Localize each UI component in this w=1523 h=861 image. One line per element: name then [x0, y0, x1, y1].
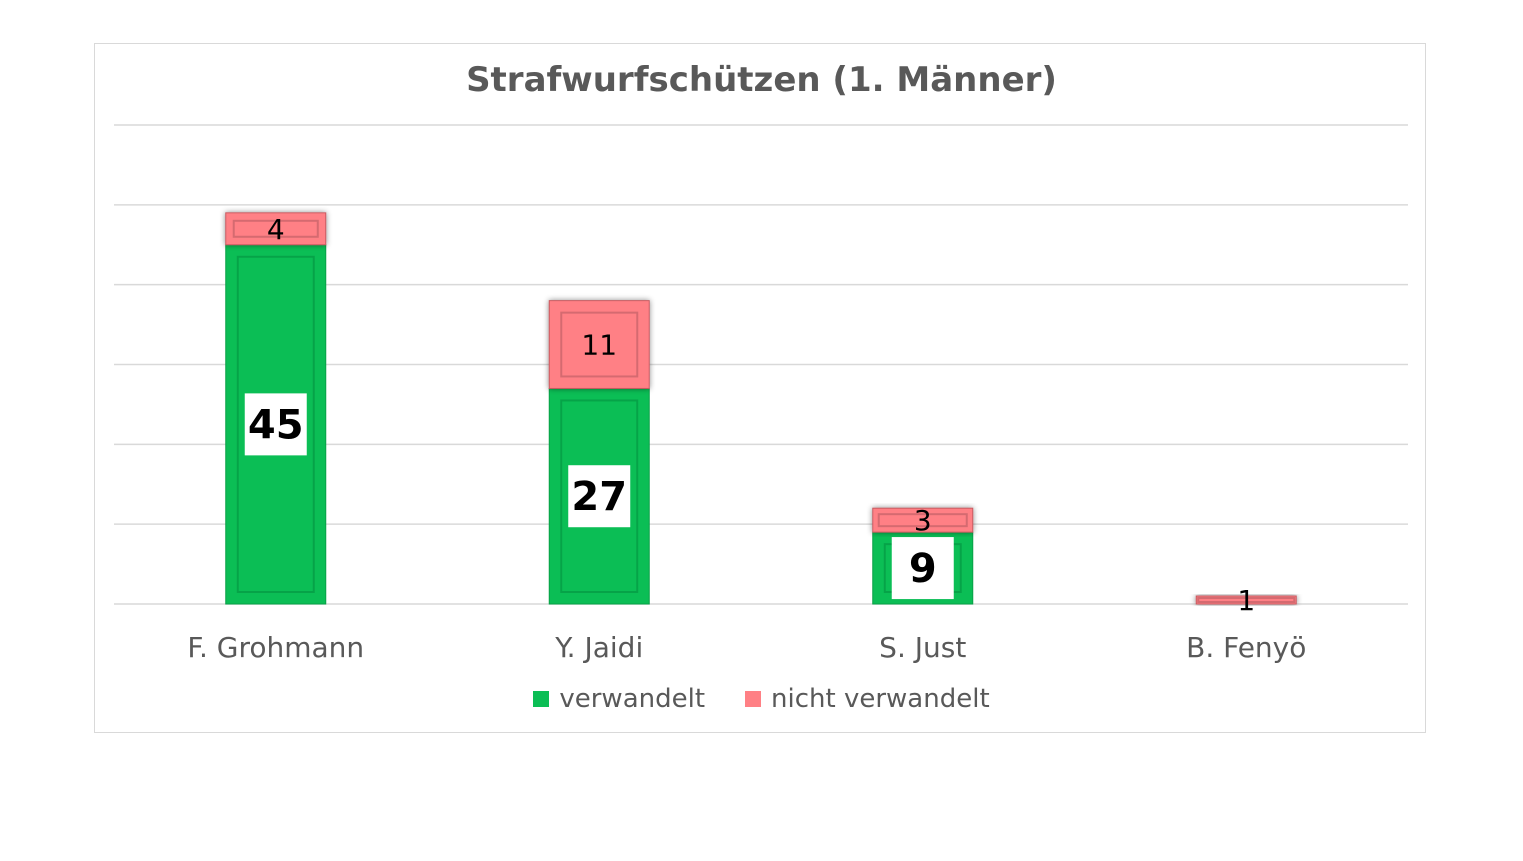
legend-item-nicht-verwandelt: nicht verwandelt — [745, 684, 990, 714]
legend-label: verwandelt — [559, 684, 706, 714]
legend-label: nicht verwandelt — [771, 684, 990, 714]
x-tick-label: B. Fenyö — [1186, 631, 1306, 664]
bar-bevel — [1197, 597, 1296, 604]
bar-bevel — [560, 399, 639, 594]
chart-title: Strafwurfschützen (1. Männer) — [466, 60, 1057, 100]
chart-frame — [94, 43, 1426, 733]
data-label: 11 — [581, 329, 617, 362]
data-label: 9 — [909, 546, 937, 592]
data-label-bg — [568, 465, 631, 528]
x-tick-label: F. Grohmann — [187, 631, 364, 664]
bar-bevel — [232, 219, 319, 238]
data-label-bg — [244, 393, 307, 456]
legend-item-verwandelt: verwandelt — [533, 684, 705, 714]
bar-nicht-verwandelt — [548, 300, 650, 389]
data-label: 27 — [571, 474, 627, 520]
bar-nicht-verwandelt — [225, 212, 327, 246]
data-label: 45 — [248, 402, 304, 448]
x-tick-label: S. Just — [879, 631, 966, 664]
x-tick-label: Y. Jaidi — [554, 631, 643, 664]
bar-bevel — [560, 311, 639, 378]
data-label: 3 — [914, 504, 932, 537]
legend-swatch-red — [745, 691, 762, 707]
data-label: 4 — [267, 213, 285, 246]
data-label-bg — [891, 537, 954, 600]
bar-bevel — [877, 513, 968, 528]
legend: verwandelt nicht verwandelt — [0, 684, 1523, 714]
data-label: 1 — [1237, 584, 1255, 617]
legend-swatch-green — [533, 691, 550, 707]
bar-nicht-verwandelt — [1195, 595, 1297, 605]
bar-bevel — [236, 255, 315, 593]
